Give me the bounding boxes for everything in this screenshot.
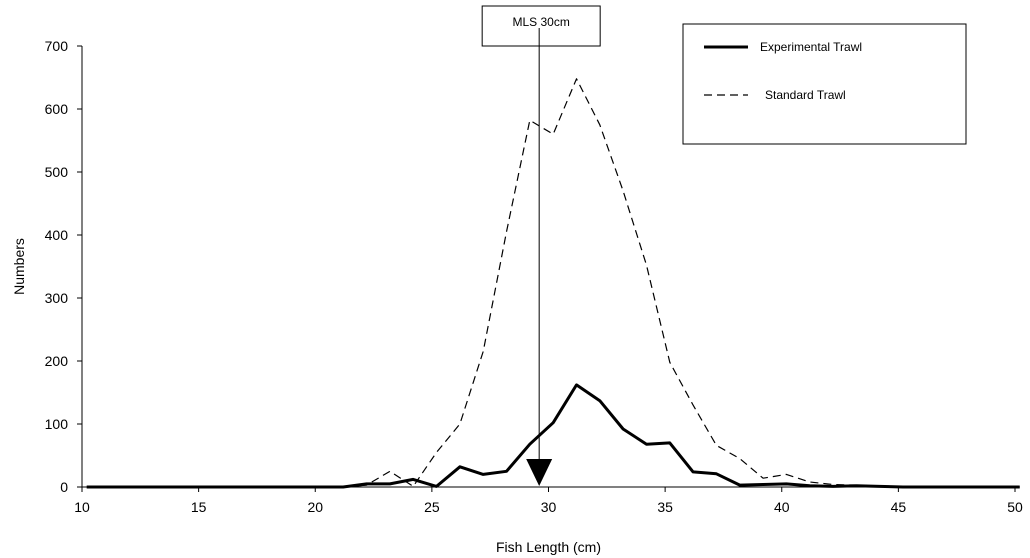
y-tick-label: 500 xyxy=(45,164,69,180)
x-tick-label: 50 xyxy=(1007,499,1023,515)
x-tick-label: 25 xyxy=(424,499,440,515)
y-tick-label: 700 xyxy=(45,38,69,54)
legend-label-experimental-trawl: Experimental Trawl xyxy=(760,40,862,54)
annotation-layer: MLS 30cm xyxy=(481,5,601,486)
x-tick-label: 45 xyxy=(891,499,907,515)
legend: Experimental Trawl Standard Trawl xyxy=(682,23,967,145)
series-layer xyxy=(86,78,1020,489)
y-tick-label: 600 xyxy=(45,101,69,117)
y-tick-label: 100 xyxy=(45,416,69,432)
annotation-label: MLS 30cm xyxy=(512,15,569,29)
y-tick-label: 300 xyxy=(45,290,69,306)
legend-box xyxy=(682,23,967,145)
x-tick-label: 20 xyxy=(307,499,323,515)
x-tick-label: 15 xyxy=(191,499,207,515)
y-axis-title: Numbers xyxy=(11,238,27,295)
x-tick-labels: 10 15 20 25 30 35 40 45 50 xyxy=(74,499,1023,515)
x-tick-label: 30 xyxy=(541,499,557,515)
series-line-experimental-trawl xyxy=(86,383,1020,489)
annotation-box xyxy=(481,5,601,47)
y-tick-label: 200 xyxy=(45,353,69,369)
x-axis-title: Fish Length (cm) xyxy=(496,539,601,555)
x-tick-label: 35 xyxy=(657,499,673,515)
x-tick-label: 10 xyxy=(74,499,90,515)
y-tick-labels: 0 100 200 300 400 500 600 700 xyxy=(45,38,69,495)
y-tick-label: 0 xyxy=(60,479,68,495)
legend-label-standard-trawl: Standard Trawl xyxy=(765,88,846,102)
x-tick-label: 40 xyxy=(774,499,790,515)
annotation-arrowhead xyxy=(526,459,553,486)
y-tick-label: 400 xyxy=(45,227,69,243)
